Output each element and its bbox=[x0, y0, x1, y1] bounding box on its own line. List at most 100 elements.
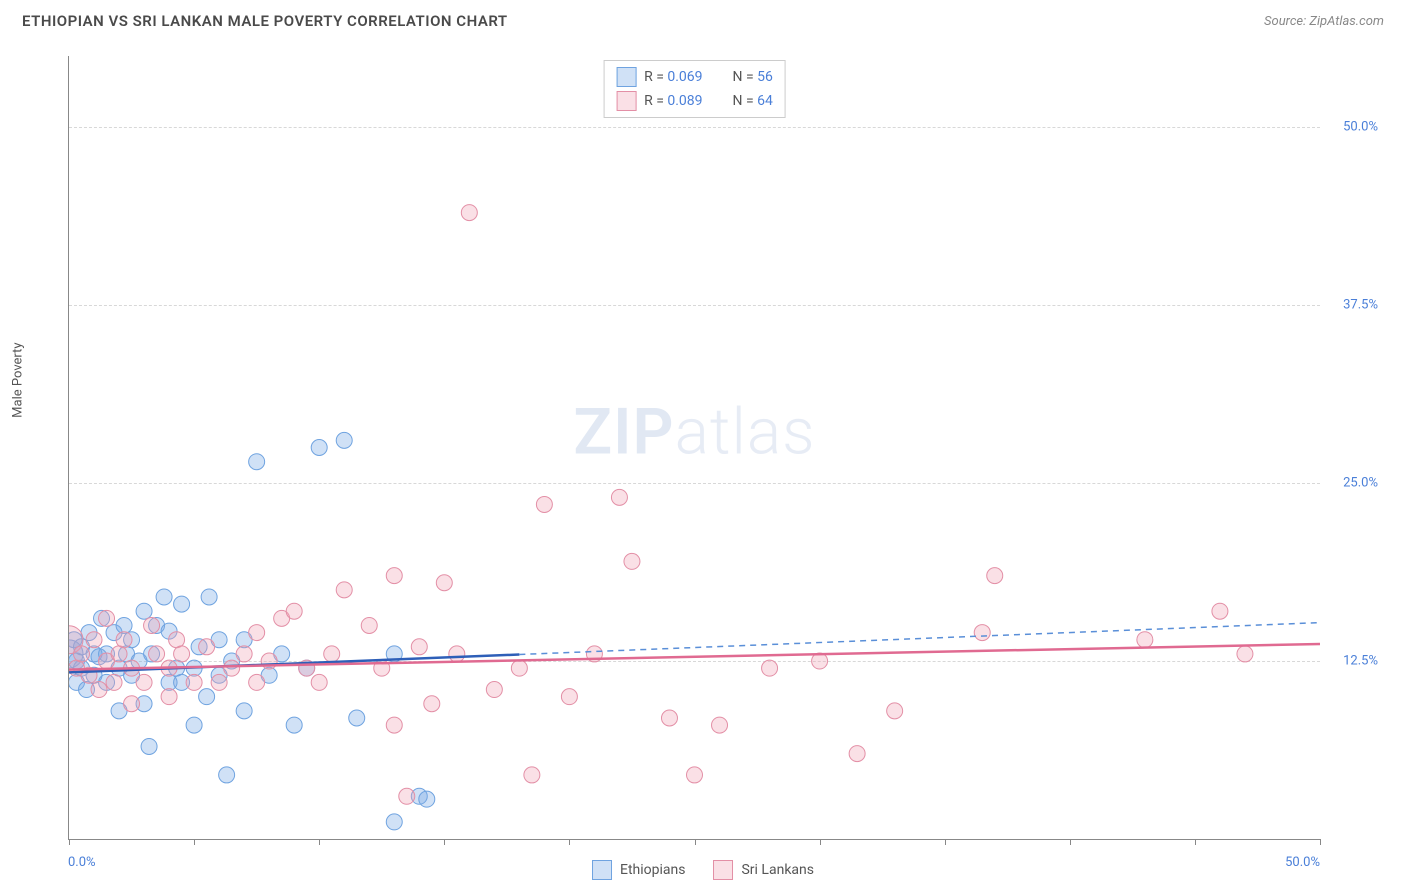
x-tick bbox=[945, 839, 946, 845]
data-point bbox=[624, 553, 640, 569]
legend-bottom-item: Sri Lankans bbox=[713, 860, 814, 880]
data-point bbox=[411, 639, 427, 655]
y-tick-label: 50.0% bbox=[1343, 120, 1378, 135]
data-point bbox=[236, 646, 252, 662]
data-point bbox=[561, 689, 577, 705]
data-point bbox=[324, 646, 340, 662]
data-point bbox=[199, 639, 215, 655]
data-point bbox=[461, 205, 477, 221]
legend-swatch bbox=[616, 91, 636, 111]
data-point bbox=[712, 717, 728, 733]
data-point bbox=[86, 632, 102, 648]
data-point bbox=[687, 767, 703, 783]
data-point bbox=[311, 440, 327, 456]
data-point bbox=[336, 582, 352, 598]
x-tick bbox=[69, 839, 70, 845]
scatter-svg bbox=[69, 56, 1320, 839]
data-point bbox=[136, 603, 152, 619]
data-point bbox=[974, 625, 990, 641]
data-point bbox=[156, 589, 172, 605]
legend-r-label: R = 0.089 bbox=[644, 93, 702, 109]
legend-swatch bbox=[592, 860, 612, 880]
source-label: Source: ZipAtlas.com bbox=[1264, 14, 1384, 29]
x-tick bbox=[194, 839, 195, 845]
data-point bbox=[74, 646, 90, 662]
data-point bbox=[111, 646, 127, 662]
data-point bbox=[511, 660, 527, 676]
data-point bbox=[124, 696, 140, 712]
data-point bbox=[186, 674, 202, 690]
data-point bbox=[286, 717, 302, 733]
legend-bottom: Ethiopians Sri Lankans bbox=[592, 860, 814, 880]
data-point bbox=[1137, 632, 1153, 648]
legend-swatch bbox=[616, 67, 636, 87]
data-point bbox=[611, 489, 627, 505]
data-point bbox=[524, 767, 540, 783]
data-point bbox=[249, 674, 265, 690]
data-point bbox=[386, 814, 402, 830]
trend-line bbox=[69, 644, 1320, 670]
data-point bbox=[169, 632, 185, 648]
x-tick bbox=[444, 839, 445, 845]
legend-n-label: N = 64 bbox=[733, 93, 773, 109]
legend-top-row: R = 0.089 N = 64 bbox=[604, 89, 785, 113]
data-point bbox=[1237, 646, 1253, 662]
data-point bbox=[149, 646, 165, 662]
data-point bbox=[849, 746, 865, 762]
legend-series-name: Ethiopians bbox=[620, 862, 685, 878]
chart-title: ETHIOPIAN VS SRI LANKAN MALE POVERTY COR… bbox=[22, 12, 508, 30]
x-tick bbox=[569, 839, 570, 845]
data-point bbox=[762, 660, 778, 676]
x-tick bbox=[695, 839, 696, 845]
data-point bbox=[361, 617, 377, 633]
data-point bbox=[136, 674, 152, 690]
x-axis-label-min: 0.0% bbox=[68, 855, 96, 870]
data-point bbox=[199, 689, 215, 705]
x-tick bbox=[1320, 839, 1321, 845]
data-point bbox=[386, 717, 402, 733]
data-point bbox=[106, 674, 122, 690]
data-point bbox=[424, 696, 440, 712]
x-tick bbox=[820, 839, 821, 845]
legend-top-row: R = 0.069N = 56 bbox=[604, 65, 785, 89]
data-point bbox=[249, 454, 265, 470]
legend-bottom-item: Ethiopians bbox=[592, 860, 685, 880]
data-point bbox=[486, 682, 502, 698]
data-point bbox=[161, 689, 177, 705]
data-point bbox=[116, 617, 132, 633]
y-tick-label: 12.5% bbox=[1343, 654, 1378, 669]
data-point bbox=[144, 617, 160, 633]
data-point bbox=[887, 703, 903, 719]
legend-swatch bbox=[713, 860, 733, 880]
data-point bbox=[449, 646, 465, 662]
data-point bbox=[399, 788, 415, 804]
x-tick bbox=[1195, 839, 1196, 845]
data-point bbox=[349, 710, 365, 726]
y-tick-label: 25.0% bbox=[1343, 476, 1378, 491]
data-point bbox=[419, 791, 435, 807]
legend-series-name: Sri Lankans bbox=[741, 862, 814, 878]
x-axis-label-max: 50.0% bbox=[1285, 855, 1320, 870]
data-point bbox=[987, 568, 1003, 584]
data-point bbox=[311, 674, 327, 690]
data-point bbox=[661, 710, 677, 726]
data-point bbox=[436, 575, 452, 591]
chart-container: Male Poverty ZIPatlas R = 0.069N = 56R =… bbox=[22, 48, 1384, 848]
data-point bbox=[219, 767, 235, 783]
data-point bbox=[1212, 603, 1228, 619]
data-point bbox=[386, 568, 402, 584]
x-tick bbox=[319, 839, 320, 845]
y-axis-label: Male Poverty bbox=[11, 342, 26, 417]
data-point bbox=[224, 660, 240, 676]
trend-line-dash bbox=[519, 623, 1320, 655]
plot-area: ZIPatlas R = 0.069N = 56R = 0.089N = 64 … bbox=[68, 56, 1320, 840]
data-point bbox=[186, 717, 202, 733]
data-point bbox=[201, 589, 217, 605]
legend-top: R = 0.069N = 56 R = 0.089 N = 64 bbox=[603, 60, 786, 118]
data-point bbox=[236, 703, 252, 719]
data-point bbox=[249, 625, 265, 641]
data-point bbox=[116, 632, 132, 648]
data-point bbox=[174, 646, 190, 662]
data-point bbox=[336, 432, 352, 448]
data-point bbox=[91, 682, 107, 698]
